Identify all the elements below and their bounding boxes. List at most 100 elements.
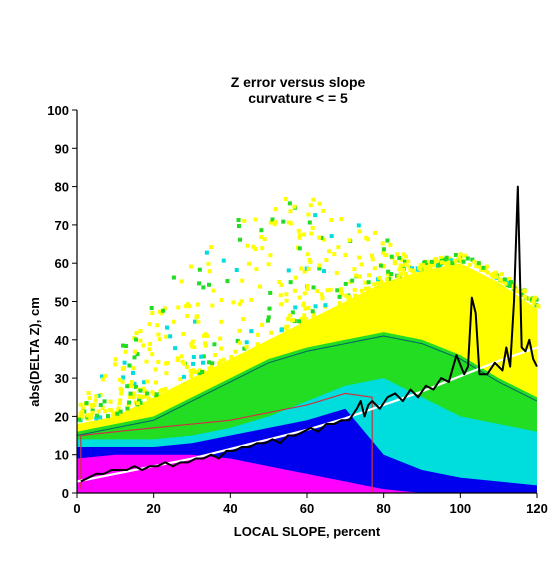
scatter-cell <box>303 306 308 311</box>
scatter-cell <box>164 334 169 339</box>
scatter-cell <box>350 278 355 283</box>
scatter-cell <box>422 260 427 265</box>
scatter-cell <box>242 218 247 223</box>
scatter-cell <box>79 413 84 418</box>
y-tick-label: 40 <box>55 333 69 348</box>
scatter-cell <box>278 293 283 298</box>
scatter-cell <box>121 375 126 380</box>
scatter-cell <box>356 223 361 228</box>
scatter-cell <box>366 280 371 285</box>
scatter-cell <box>308 259 313 264</box>
scatter-cell <box>206 261 211 266</box>
scatter-cell <box>154 392 159 397</box>
scatter-cell <box>179 279 184 284</box>
y-tick-label: 10 <box>55 448 69 463</box>
scatter-cell <box>115 411 120 416</box>
scatter-cell <box>145 391 150 396</box>
scatter-cell <box>142 389 147 394</box>
x-tick-label: 40 <box>223 501 237 516</box>
scatter-cell <box>190 339 195 344</box>
scatter-cell <box>116 406 121 411</box>
scatter-cell <box>154 380 159 385</box>
scatter-cell <box>197 371 202 376</box>
scatter-cell <box>389 254 394 259</box>
scatter-cell <box>260 322 265 327</box>
scatter-cell <box>98 392 103 397</box>
scatter-cell <box>507 283 512 288</box>
scatter-cell <box>205 333 210 338</box>
scatter-cell <box>207 366 212 371</box>
scatter-cell <box>406 264 411 269</box>
scatter-cell <box>141 343 146 348</box>
scatter-cell <box>313 213 318 218</box>
scatter-cell <box>175 358 180 363</box>
scatter-cell <box>208 245 213 250</box>
scatter-cell <box>284 298 289 303</box>
scatter-cell <box>138 400 143 405</box>
scatter-cell <box>148 342 153 347</box>
scatter-cell <box>144 359 149 364</box>
scatter-cell <box>204 343 209 348</box>
scatter-cell <box>157 309 162 314</box>
y-tick-label: 30 <box>55 371 69 386</box>
scatter-cell <box>260 246 265 251</box>
scatter-cell <box>491 271 496 276</box>
scatter-cell <box>238 237 243 242</box>
scatter-cell <box>395 252 400 257</box>
scatter-cell <box>219 346 224 351</box>
scatter-cell <box>288 280 293 285</box>
scatter-cell <box>121 343 126 348</box>
scatter-cell <box>447 261 452 266</box>
scatter-cell <box>147 347 152 352</box>
scatter-cell <box>201 360 206 365</box>
scatter-cell <box>479 267 484 272</box>
scatter-cell <box>281 219 286 224</box>
scatter-cell <box>161 308 166 313</box>
scatter-cell <box>286 316 291 321</box>
scatter-cell <box>156 332 161 337</box>
scatter-cell <box>317 235 322 240</box>
sparse-scatter-layer <box>77 197 541 423</box>
scatter-cell <box>273 220 278 225</box>
scatter-cell <box>432 263 437 268</box>
scatter-cell <box>193 370 198 375</box>
scatter-cell <box>237 302 242 307</box>
scatter-cell <box>370 253 375 258</box>
scatter-cell <box>93 398 98 403</box>
scatter-cell <box>339 290 344 295</box>
scatter-cell <box>317 201 322 206</box>
scatter-cell <box>467 262 472 267</box>
scatter-cell <box>178 377 183 382</box>
scatter-cell <box>302 313 307 318</box>
scatter-cell <box>439 260 444 265</box>
scatter-cell <box>96 393 101 398</box>
scatter-cell <box>357 255 362 260</box>
scatter-cell <box>143 394 148 399</box>
scatter-cell <box>221 357 226 362</box>
scatter-cell <box>146 396 151 401</box>
scatter-cell <box>364 235 369 240</box>
scatter-cell <box>418 266 423 271</box>
scatter-cell <box>80 406 85 411</box>
scatter-cell <box>238 340 243 345</box>
scatter-cell <box>329 234 334 239</box>
scatter-cell <box>125 406 130 411</box>
scatter-cell <box>119 387 124 392</box>
scatter-cell <box>262 237 267 242</box>
scatter-cell <box>531 297 536 302</box>
scatter-cell <box>193 319 198 324</box>
scatter-cell <box>352 267 357 272</box>
scatter-cell <box>305 283 310 288</box>
scatter-cell <box>138 388 143 393</box>
scatter-cell <box>181 332 186 337</box>
scatter-cell <box>212 342 217 347</box>
scatter-cell <box>403 254 408 259</box>
scatter-cell <box>189 374 194 379</box>
scatter-cell <box>477 264 482 269</box>
y-tick-label: 80 <box>55 180 69 195</box>
scatter-cell <box>286 268 291 273</box>
scatter-cell <box>171 275 176 280</box>
scatter-cell <box>470 257 475 262</box>
scatter-cell <box>168 334 173 339</box>
scatter-cell <box>296 228 301 233</box>
